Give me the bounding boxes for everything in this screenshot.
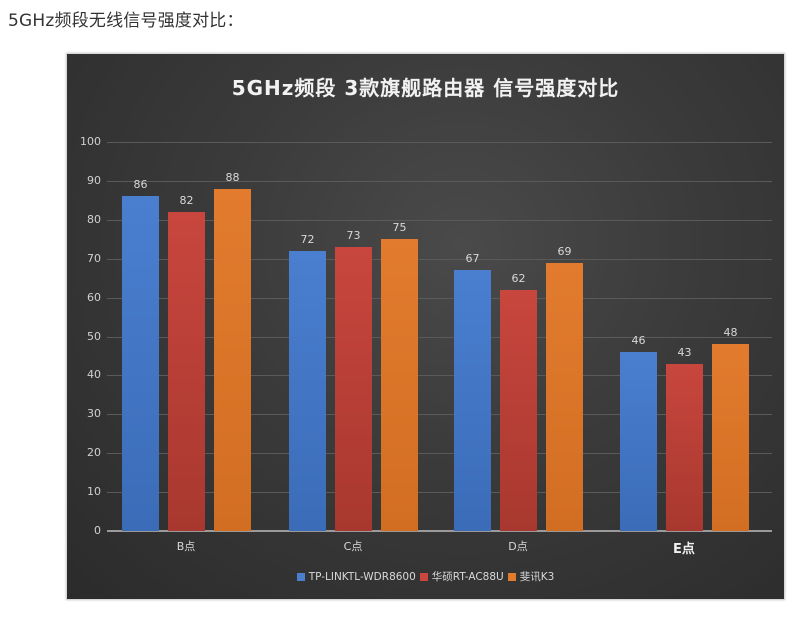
gridline bbox=[107, 530, 772, 532]
chart: 5GHz频段 3款旗舰路由器 信号强度对比 0 10 20 30 40 50 60 70 80 9… bbox=[66, 53, 785, 600]
bar bbox=[381, 239, 418, 531]
legend-swatch-icon bbox=[296, 573, 305, 581]
bar bbox=[289, 250, 326, 531]
data-label: 88 bbox=[225, 170, 240, 184]
legend-item: TP-LINKTL-WDR8600 bbox=[296, 571, 416, 583]
gridline bbox=[107, 336, 772, 338]
gridline bbox=[107, 219, 772, 221]
y-tick-label: 70 bbox=[87, 251, 101, 265]
data-label: 43 bbox=[677, 345, 692, 359]
y-tick-label: 100 bbox=[80, 135, 101, 148]
y-tick-label: 50 bbox=[87, 329, 101, 343]
y-tick-label: 0 bbox=[94, 524, 101, 537]
data-label: 75 bbox=[392, 221, 407, 235]
legend-swatch-icon bbox=[419, 573, 428, 581]
x-tick-label: C点 bbox=[343, 540, 363, 553]
data-label: 86 bbox=[133, 178, 148, 192]
gridline bbox=[107, 453, 772, 455]
gridline bbox=[107, 142, 772, 143]
y-tick-label: 90 bbox=[87, 173, 101, 187]
x-tick-label: E点 bbox=[673, 542, 695, 557]
gridline bbox=[107, 492, 772, 494]
caption-text: 5GHz频段无线信号强度对比： bbox=[8, 11, 244, 31]
chart-legend: TP-LINKTL-WDR8600 华硕RT-AC88U 斐讯K3 bbox=[67, 569, 784, 584]
legend-swatch-icon bbox=[507, 573, 516, 581]
y-tick-label: 40 bbox=[87, 368, 101, 382]
data-label: 69 bbox=[557, 244, 572, 258]
gridline bbox=[107, 180, 772, 182]
y-tick-label: 10 bbox=[87, 485, 101, 499]
data-label: 62 bbox=[511, 271, 526, 285]
legend-label: TP-LINKTL-WDR8600 bbox=[308, 571, 416, 583]
bar bbox=[454, 270, 491, 531]
chart-title: 5GHz频段 3款旗舰路由器 信号强度对比 bbox=[231, 76, 620, 100]
legend-label: 华硕RT-AC88U bbox=[431, 571, 504, 583]
gridline bbox=[107, 414, 772, 416]
data-label: 73 bbox=[346, 229, 361, 243]
bar bbox=[666, 363, 703, 531]
data-label: 48 bbox=[723, 326, 738, 340]
gridline bbox=[107, 258, 772, 260]
bar bbox=[168, 212, 205, 531]
x-tick-label: D点 bbox=[508, 540, 528, 553]
bar bbox=[712, 344, 749, 531]
y-tick-label: 80 bbox=[87, 212, 101, 226]
bar bbox=[335, 247, 372, 531]
legend-label: 斐讯K3 bbox=[519, 571, 555, 583]
data-label: 46 bbox=[631, 334, 646, 348]
bar bbox=[546, 262, 583, 531]
y-tick-label: 20 bbox=[87, 446, 101, 460]
bar bbox=[620, 352, 657, 531]
y-tick-label: 30 bbox=[87, 407, 101, 421]
data-label: 72 bbox=[300, 232, 315, 246]
y-tick-label: 60 bbox=[87, 290, 101, 304]
legend-item: 斐讯K3 bbox=[507, 569, 555, 584]
bar bbox=[122, 196, 159, 531]
x-tick-label: B点 bbox=[176, 540, 196, 553]
gridline bbox=[107, 375, 772, 377]
data-label: 82 bbox=[179, 194, 194, 208]
legend-item: 华硕RT-AC88U bbox=[419, 569, 504, 584]
data-label: 67 bbox=[465, 252, 480, 266]
bar bbox=[500, 289, 537, 531]
plot-area: 0 10 20 30 40 50 60 70 80 90 100 86 82 88 B点 72 73 75 C点 67… bbox=[67, 54, 784, 599]
bar bbox=[214, 188, 251, 531]
gridline bbox=[107, 297, 772, 299]
